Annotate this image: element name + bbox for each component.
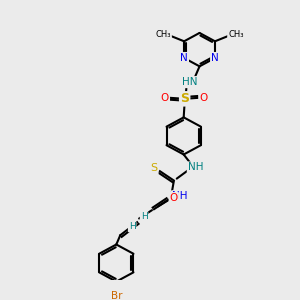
Text: S: S [180,92,189,105]
Text: H: H [141,212,147,221]
Text: NH: NH [172,191,188,201]
Text: N: N [180,53,188,63]
Text: O: O [170,193,178,203]
Text: O: O [200,93,208,103]
Text: HN: HN [182,77,197,87]
Text: CH₃: CH₃ [155,30,171,39]
Text: O: O [161,93,169,103]
Text: S: S [150,164,158,173]
Text: NH: NH [188,163,203,172]
Text: CH₃: CH₃ [228,30,244,39]
Text: N: N [211,53,219,63]
Text: Br: Br [111,292,122,300]
Text: H: H [129,222,136,231]
